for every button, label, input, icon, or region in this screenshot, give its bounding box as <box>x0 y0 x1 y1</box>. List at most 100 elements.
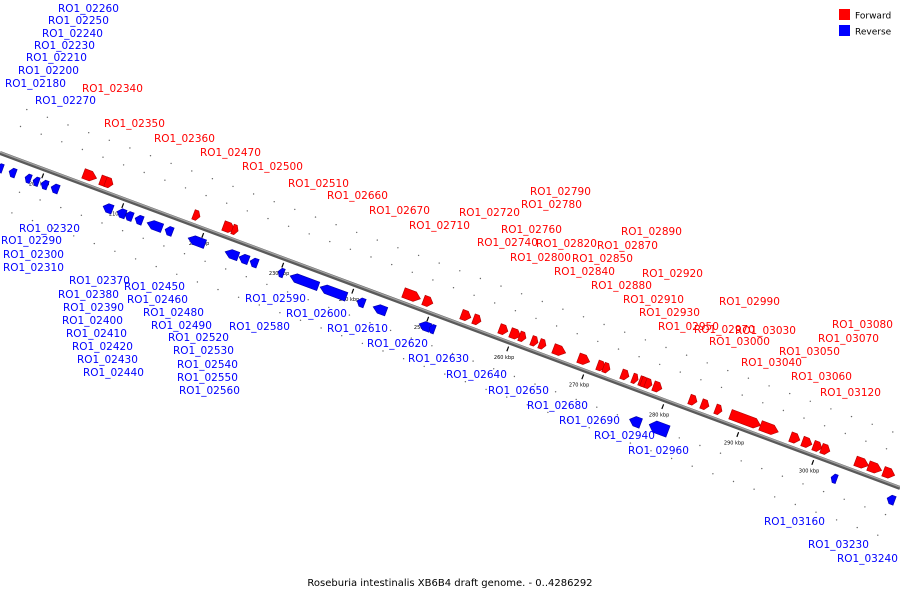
track-dot <box>884 513 887 516</box>
track-dot <box>865 440 867 442</box>
track-dot <box>644 339 647 341</box>
forward-gene-arrow <box>508 327 522 340</box>
forward-gene-arrow <box>630 372 639 384</box>
track-dot <box>101 222 103 224</box>
reverse-gene-label: RO1_02560 <box>179 385 240 397</box>
track-dot <box>624 331 626 333</box>
reverse-gene-arrow <box>24 173 33 184</box>
track-dot <box>871 423 873 425</box>
track-dot <box>176 273 178 275</box>
reverse-gene-label: RO1_02430 <box>77 354 138 366</box>
#ff0000 <box>0 0 235 225</box>
track-dot <box>211 178 214 180</box>
track-dot <box>603 323 605 326</box>
#0000ff <box>0 0 831 481</box>
track-dot <box>541 300 543 303</box>
forward-gene-label: RO1_02710 <box>409 220 470 232</box>
reverse-gene-label: RO1_02400 <box>62 315 123 327</box>
forward-gene-label: RO1_02950 <box>658 321 719 333</box>
track-dot <box>299 319 302 321</box>
track-dot <box>170 162 172 165</box>
track-dot <box>102 156 104 158</box>
track-dot <box>389 329 392 332</box>
minor-tick-dots <box>11 108 894 536</box>
reverse-gene-arrow <box>418 321 433 333</box>
track-dot <box>815 511 817 513</box>
reverse-gene-arrow <box>8 167 18 179</box>
track-dot <box>320 327 322 329</box>
track-dot <box>73 235 75 237</box>
forward-gene-arrow <box>421 294 434 307</box>
forward-gene-label: RO1_02890 <box>621 226 682 238</box>
forward-gene-arrow <box>853 455 870 469</box>
tick-mark <box>351 288 355 294</box>
track-dot <box>885 448 888 450</box>
forward-gene-label: RO1_02840 <box>554 266 615 278</box>
tick-mark <box>281 262 285 268</box>
reverse-gene-arrow <box>830 473 839 484</box>
forward-gene-arrow <box>576 352 591 365</box>
reverse-gene-arrow <box>289 273 321 291</box>
reverse-gene-label: RO1_03230 <box>808 539 869 551</box>
forward-gene-arrow <box>221 220 236 233</box>
reverse-gene-label: RO1_02690 <box>559 415 620 427</box>
forward-gene-label: RO1_02880 <box>591 280 652 292</box>
track-dot <box>204 260 206 262</box>
track-dot <box>184 187 187 189</box>
tick-label: 270 kbp <box>569 383 589 389</box>
track-dot <box>361 342 364 345</box>
forward-gene-arrow <box>471 313 482 326</box>
reverse-gene-arrow <box>356 297 367 309</box>
track-dot <box>567 419 570 421</box>
backbone-line <box>0 151 900 490</box>
track-dot <box>781 475 784 477</box>
track-dot <box>81 148 84 151</box>
track-dot <box>279 312 281 314</box>
track-dot <box>479 277 482 280</box>
forward-legend-swatch <box>839 9 850 20</box>
track-dot <box>555 325 558 327</box>
track-dot <box>328 306 330 309</box>
track-dot <box>370 256 372 258</box>
reverse-gene-label: RO1_02650 <box>488 385 549 397</box>
forward-gene-arrow <box>687 393 698 406</box>
forward-gene-label: RO1_02740 <box>477 237 538 249</box>
track-dot <box>732 480 735 483</box>
reverse-gene-arrow <box>164 226 175 237</box>
forward-gene-label: RO1_02350 <box>104 118 165 130</box>
reverse-gene-label: RO1_02640 <box>446 369 507 381</box>
backbone-highlight <box>0 151 900 488</box>
track-dot <box>741 394 743 396</box>
track-dot <box>451 352 454 355</box>
#0000ff <box>0 0 35 185</box>
reverse-gene-arrow <box>32 176 41 187</box>
track-dot <box>423 365 425 368</box>
track-dot <box>411 271 413 273</box>
reverse-gene-arrow <box>146 220 165 233</box>
reverse-gene-arrow <box>238 253 251 265</box>
forward-gene-label: RO1_02510 <box>288 178 349 190</box>
reverse-gene-label: RO1_02180 <box>5 78 66 90</box>
track-dot <box>438 262 440 264</box>
track-dot <box>143 171 145 174</box>
tick-mark <box>581 374 585 380</box>
track-dot <box>397 247 399 249</box>
forward-gene-arrow <box>230 223 239 236</box>
forward-gene-arrow <box>529 335 539 347</box>
tick-mark <box>811 459 815 466</box>
track-dot <box>720 386 723 389</box>
track-dot <box>727 369 729 372</box>
tick-mark <box>506 346 510 352</box>
#0000ff <box>0 0 423 329</box>
track-dot <box>226 202 228 204</box>
track-dot <box>391 263 393 266</box>
forward-genes: RO1_02340 RO1_02350 RO1_02360 RO1_02470 RO1_… <box>0 0 896 479</box>
track-dot <box>464 381 467 383</box>
track-dot <box>650 450 652 452</box>
forward-gene-arrow <box>881 466 896 479</box>
track-dot <box>753 488 755 490</box>
track-dot <box>294 208 296 211</box>
#0000ff <box>0 0 410 325</box>
track-dot <box>843 498 845 500</box>
